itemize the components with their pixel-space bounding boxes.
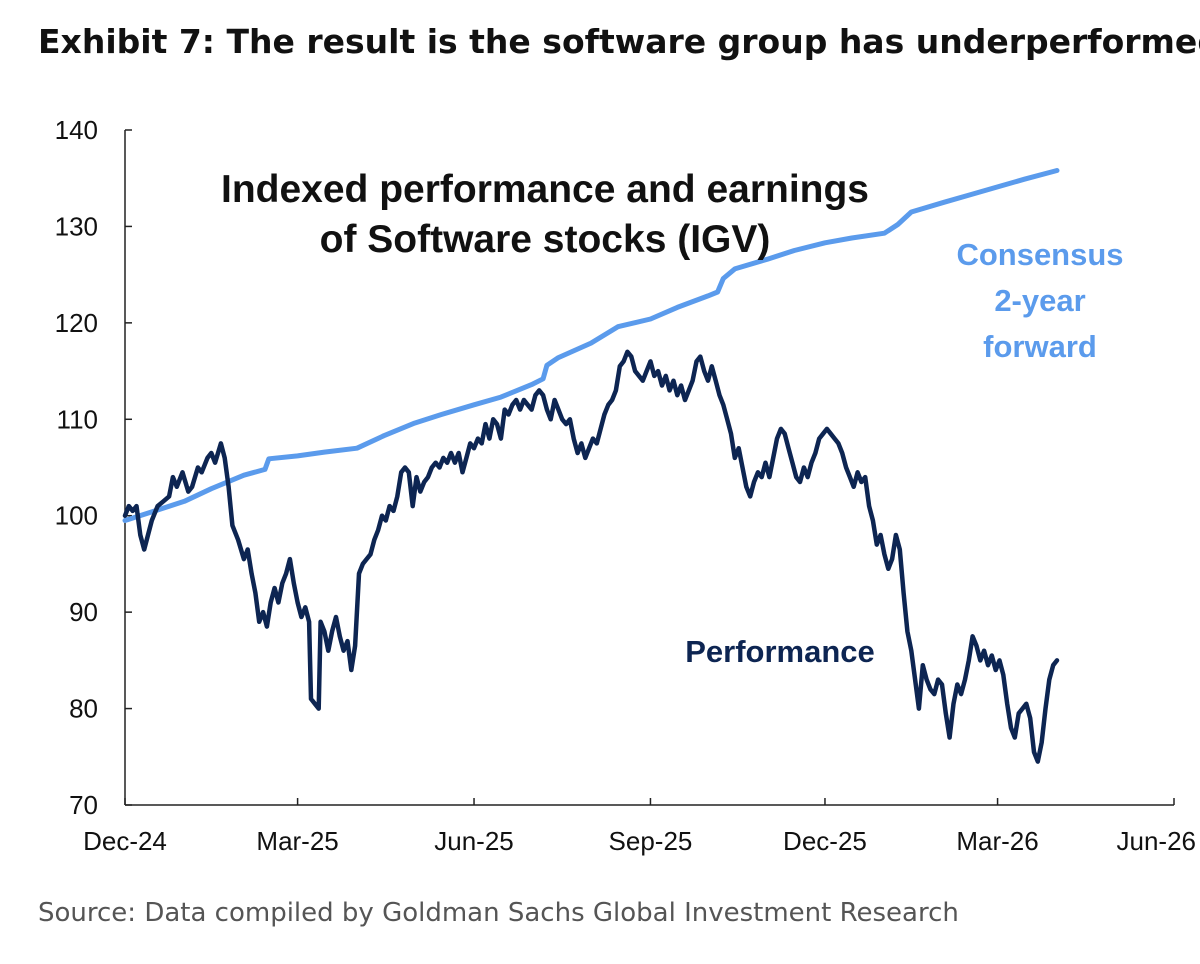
series-labels: Consensus 2-year forward Performance (685, 237, 1123, 669)
y-tick-label: 80 (69, 694, 98, 724)
series-label-consensus-2-year-forward: Consensus (956, 237, 1123, 272)
x-tick-label: Dec-24 (83, 826, 167, 856)
y-axis: 70 80 90 100 110 120 130 140 (55, 115, 132, 820)
x-tick-label: Dec-25 (783, 826, 867, 856)
series-label-consensus-2-year-forward: 2-year (994, 283, 1085, 318)
x-tick-label: Jun-26 (1117, 826, 1197, 856)
exhibit-title: Exhibit 7: The result is the software gr… (38, 22, 1200, 61)
series-layer (122, 168, 1060, 764)
y-tick-label: 90 (69, 597, 98, 627)
series-label-performance: Performance (685, 634, 875, 669)
chart-title-line: Indexed performance and earnings (221, 168, 869, 211)
y-tick-label: 100 (55, 501, 98, 531)
y-tick-label: 120 (55, 308, 98, 338)
series-line-performance (122, 349, 1060, 764)
x-tick-label: Mar-25 (256, 826, 338, 856)
y-tick-label: 110 (57, 404, 98, 434)
source-note: Source: Data compiled by Goldman Sachs G… (38, 898, 959, 928)
y-tick-label: 140 (55, 115, 98, 145)
series-line-consensus-2-year-forward (122, 168, 1060, 523)
y-tick-label: 70 (69, 790, 98, 820)
x-tick-label: Jun-25 (434, 826, 514, 856)
x-tick-label: Mar-26 (956, 826, 1038, 856)
chart-title: Indexed performance and earnings of Softw… (221, 168, 869, 261)
y-tick-label: 130 (55, 211, 98, 241)
x-tick-label: Sep-25 (609, 826, 693, 856)
x-axis: Dec-24 Mar-25 Jun-25 Sep-25 Dec-25 Mar-26 Jun-… (83, 798, 1196, 856)
chart-title-line: of Software stocks (IGV) (320, 218, 771, 261)
series-label-consensus-2-year-forward: forward (983, 329, 1097, 364)
